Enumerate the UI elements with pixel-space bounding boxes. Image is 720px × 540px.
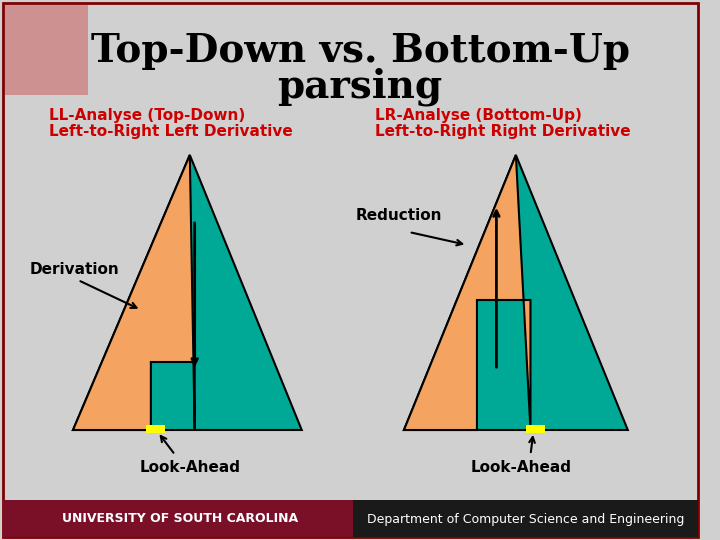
Text: parsing: parsing [278,68,443,106]
Bar [354,500,698,537]
Text: LL-Analyse (Top-Down): LL-Analyse (Top-Down) [49,108,245,123]
Text: Top-Down vs. Bottom-Up: Top-Down vs. Bottom-Up [91,32,629,70]
Text: UNIVERSITY OF SOUTH CAROLINA: UNIVERSITY OF SOUTH CAROLINA [62,512,298,525]
Text: LR-Analyse (Bottom-Up): LR-Analyse (Bottom-Up) [374,108,582,123]
Polygon shape [404,155,628,430]
Polygon shape [73,155,302,430]
Text: Derivation: Derivation [30,262,119,278]
Text: Look-Ahead: Look-Ahead [470,460,571,475]
Polygon shape [73,155,194,430]
Text: Reduction: Reduction [355,207,442,222]
Bar [526,425,545,433]
Text: Look-Ahead: Look-Ahead [139,460,240,475]
Polygon shape [404,155,531,430]
Bar [5,5,88,95]
Bar [3,500,354,537]
Text: Left-to-Right Right Derivative: Left-to-Right Right Derivative [374,124,631,139]
Text: Left-to-Right Left Derivative: Left-to-Right Left Derivative [49,124,292,139]
Bar [146,425,166,433]
Text: Department of Computer Science and Engineering: Department of Computer Science and Engin… [367,512,684,525]
